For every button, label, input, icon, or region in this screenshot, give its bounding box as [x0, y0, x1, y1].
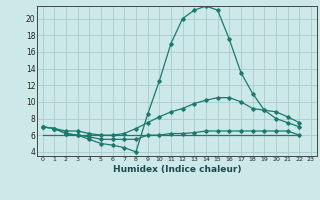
- X-axis label: Humidex (Indice chaleur): Humidex (Indice chaleur): [113, 165, 241, 174]
